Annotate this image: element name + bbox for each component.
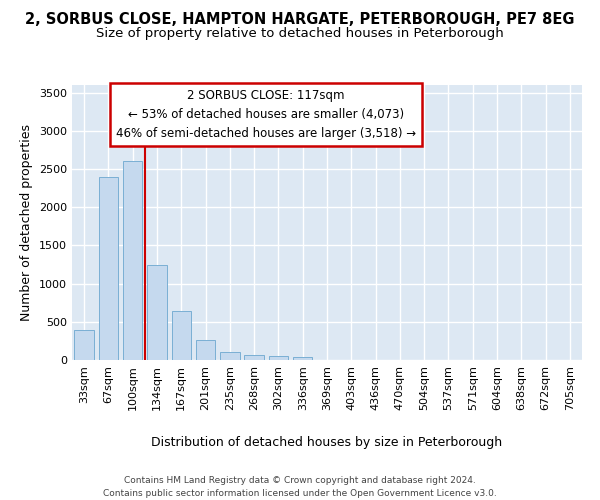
- Bar: [123, 162, 142, 360]
- Bar: [269, 356, 288, 360]
- Bar: [244, 356, 264, 360]
- Bar: [74, 330, 94, 360]
- Bar: [147, 264, 167, 360]
- Bar: [293, 358, 313, 360]
- Bar: [99, 176, 118, 360]
- Text: 2, SORBUS CLOSE, HAMPTON HARGATE, PETERBOROUGH, PE7 8EG: 2, SORBUS CLOSE, HAMPTON HARGATE, PETERB…: [25, 12, 575, 28]
- Text: Contains HM Land Registry data © Crown copyright and database right 2024.
Contai: Contains HM Land Registry data © Crown c…: [103, 476, 497, 498]
- Y-axis label: Number of detached properties: Number of detached properties: [20, 124, 34, 321]
- Bar: [220, 352, 239, 360]
- Text: Distribution of detached houses by size in Peterborough: Distribution of detached houses by size …: [151, 436, 503, 449]
- Bar: [196, 340, 215, 360]
- Text: Size of property relative to detached houses in Peterborough: Size of property relative to detached ho…: [96, 28, 504, 40]
- Bar: [172, 311, 191, 360]
- Text: 2 SORBUS CLOSE: 117sqm
← 53% of detached houses are smaller (4,073)
46% of semi-: 2 SORBUS CLOSE: 117sqm ← 53% of detached…: [116, 89, 416, 140]
